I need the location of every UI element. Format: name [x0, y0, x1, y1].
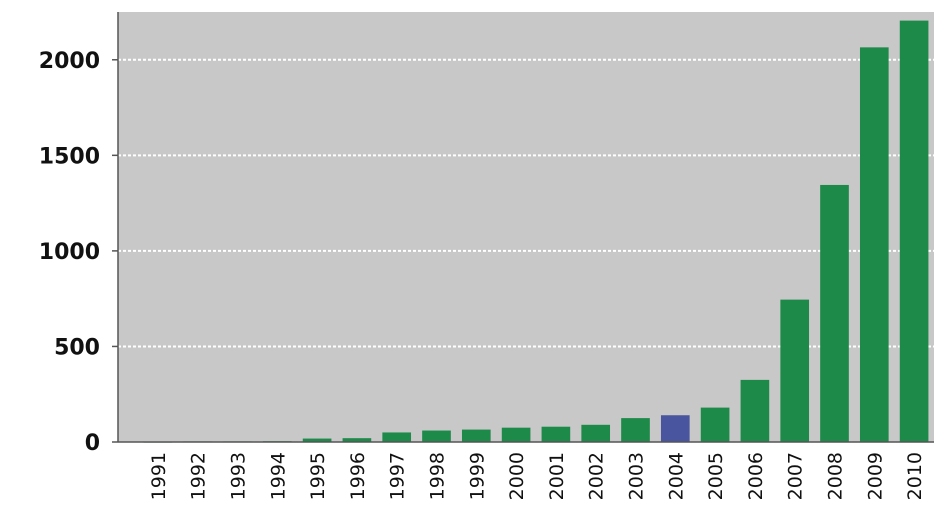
x-tick-label: 1999: [466, 452, 488, 500]
bars: [143, 20, 929, 443]
x-tick-label: 2002: [586, 452, 608, 500]
y-tick-label: 1500: [39, 144, 100, 169]
x-tick-label: 2007: [785, 452, 807, 500]
x-tick-label: 1993: [228, 452, 250, 500]
bar-2010: [899, 20, 929, 442]
y-tick-label: 500: [54, 335, 100, 360]
x-tick-label: 2006: [745, 452, 767, 500]
y-tick-label: 0: [85, 431, 100, 456]
bar-1998: [422, 430, 451, 442]
bar-2007: [780, 299, 810, 442]
x-tick-label: 2008: [825, 452, 847, 500]
x-tick-label: 1995: [307, 452, 329, 500]
bar-2004: [660, 415, 690, 442]
bar-2003: [621, 418, 650, 442]
x-tick-label: 1998: [427, 452, 449, 500]
x-tick-label: 1992: [188, 452, 210, 500]
x-axis-labels: 1991 1992 1993 1994 1995 1996 1997 1998 1999 2000…: [148, 452, 926, 500]
x-tick-label: 2005: [705, 452, 727, 500]
x-tick-label: 2010: [904, 452, 926, 500]
y-tick-label: 1000: [39, 240, 100, 265]
bar-2005: [700, 407, 730, 442]
x-tick-label: 1991: [148, 452, 170, 500]
x-tick-label: 1994: [267, 452, 289, 500]
bar-2006: [740, 379, 770, 442]
x-tick-label: 1996: [347, 452, 369, 500]
x-tick-label: 2004: [665, 452, 687, 500]
bar-1995: [302, 438, 332, 442]
plot-background: [118, 12, 934, 442]
bar-1997: [382, 432, 412, 442]
bar-2002: [581, 424, 611, 442]
bar-2009: [859, 47, 889, 442]
x-tick-label: 2000: [506, 452, 528, 500]
x-tick-label: 1997: [387, 452, 409, 500]
bar-1996: [342, 438, 372, 442]
bar-2000: [501, 427, 531, 442]
bar-1999: [461, 429, 491, 442]
x-tick-label: 2001: [546, 452, 568, 500]
y-axis-ticks: 0 500 1000 1500 2000: [39, 49, 118, 456]
y-tick-label: 2000: [39, 49, 100, 74]
bar-2001: [541, 426, 571, 442]
x-tick-label: 2009: [864, 452, 886, 500]
x-tick-label: 2003: [626, 452, 648, 500]
bar-2008: [820, 184, 849, 442]
